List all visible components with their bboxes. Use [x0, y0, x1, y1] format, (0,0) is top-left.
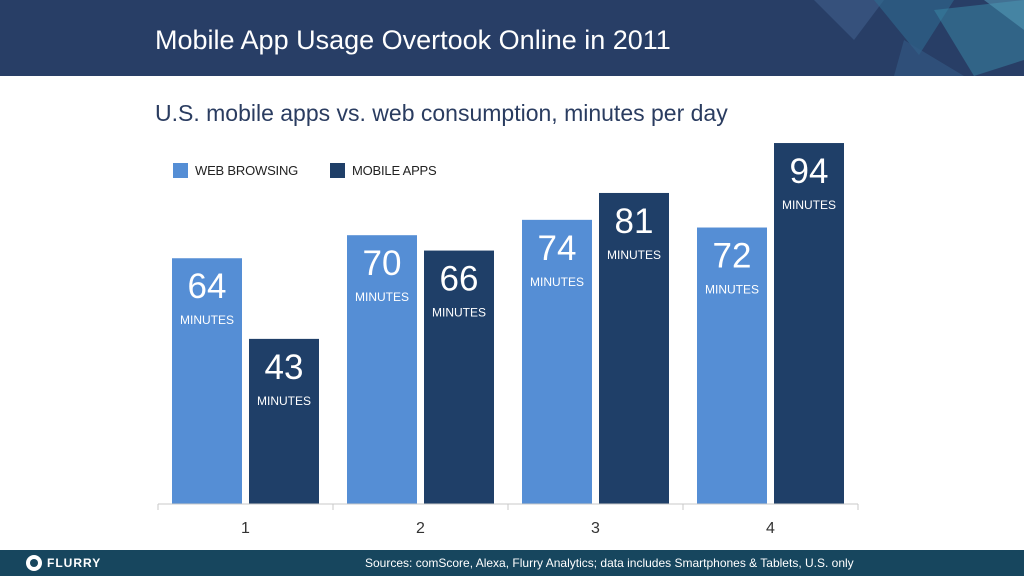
- unit-label-mobile-apps-4: MINUTES: [782, 198, 836, 212]
- header-bar: Mobile App Usage Overtook Online in 2011: [0, 0, 1024, 76]
- chart-subtitle: U.S. mobile apps vs. web consumption, mi…: [155, 100, 728, 126]
- header-decoration: [814, 0, 1024, 76]
- legend-label-web-browsing: WEB BROWSING: [195, 163, 299, 178]
- flurry-logo-text: FLURRY: [47, 556, 102, 570]
- sources-note: Sources: comScore, Alexa, Flurry Analyti…: [365, 556, 854, 570]
- unit-label-mobile-apps-3: MINUTES: [607, 248, 661, 262]
- x-tick-label-4: 4: [766, 520, 775, 537]
- legend-swatch-web-browsing: [173, 163, 188, 178]
- unit-label-mobile-apps-2: MINUTES: [432, 306, 486, 320]
- data-label-web-browsing-3: 74: [538, 229, 577, 268]
- unit-label-web-browsing-1: MINUTES: [180, 313, 234, 327]
- bar-mobile-apps-1: [249, 338, 319, 504]
- data-label-mobile-apps-2: 66: [440, 260, 479, 299]
- bar-web-browsing-4: [697, 227, 767, 504]
- footer-bar: FLURRY Sources: comScore, Alexa, Flurry …: [0, 550, 1024, 576]
- bar-mobile-apps-3: [599, 192, 669, 504]
- bar-mobile-apps-4: [774, 143, 844, 505]
- x-tick-label-1: 1: [241, 520, 250, 537]
- data-label-mobile-apps-3: 81: [615, 202, 654, 241]
- flurry-logo-icon: [26, 555, 42, 571]
- legend-label-mobile-apps: MOBILE APPS: [352, 163, 437, 178]
- unit-label-web-browsing-4: MINUTES: [705, 283, 759, 297]
- legend-swatch-mobile-apps: [330, 163, 345, 178]
- page-title: Mobile App Usage Overtook Online in 2011: [155, 25, 671, 55]
- data-label-web-browsing-2: 70: [363, 244, 402, 283]
- data-label-mobile-apps-1: 43: [265, 348, 304, 387]
- x-tick-label-2: 2: [416, 520, 425, 537]
- data-label-web-browsing-4: 72: [713, 237, 752, 276]
- data-label-mobile-apps-4: 94: [790, 152, 829, 191]
- unit-label-web-browsing-3: MINUTES: [530, 275, 584, 289]
- data-label-web-browsing-1: 64: [188, 267, 227, 306]
- unit-label-mobile-apps-1: MINUTES: [257, 394, 311, 408]
- bar-web-browsing-1: [172, 258, 242, 504]
- x-tick-label-3: 3: [591, 520, 600, 537]
- bar-web-browsing-3: [522, 219, 592, 504]
- unit-label-web-browsing-2: MINUTES: [355, 290, 409, 304]
- bar-web-browsing-2: [347, 235, 417, 504]
- bar-mobile-apps-2: [424, 250, 494, 504]
